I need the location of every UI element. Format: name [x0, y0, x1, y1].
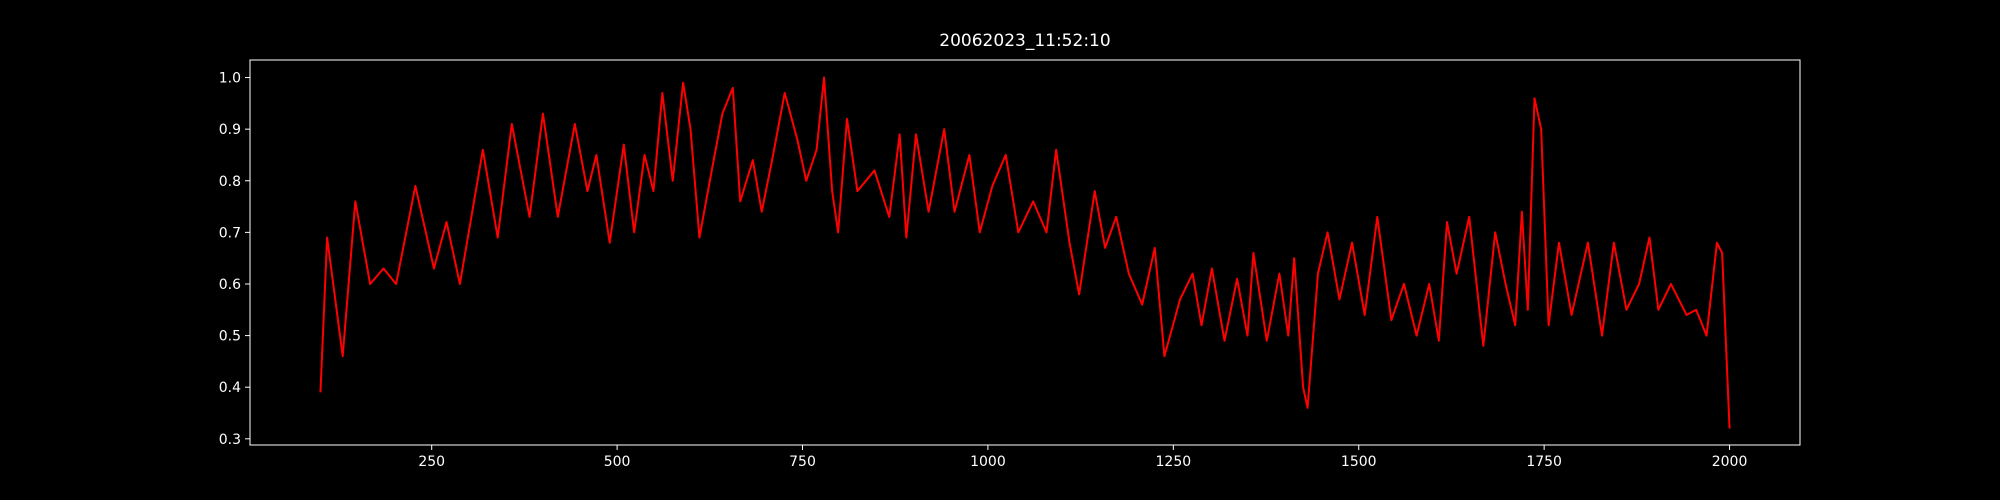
x-tick-label: 1000 [970, 454, 1006, 470]
y-tick-label: 0.6 [219, 277, 241, 293]
y-tick-label: 0.4 [219, 380, 241, 396]
y-tick-label: 0.7 [219, 225, 241, 241]
x-tick-label: 1500 [1341, 454, 1377, 470]
y-tick-label: 0.8 [219, 174, 241, 190]
x-tick-label: 250 [418, 454, 445, 470]
chart-title: 20062023_11:52:10 [939, 31, 1110, 51]
y-tick-label: 0.9 [219, 122, 241, 138]
y-tick-label: 1.0 [219, 71, 241, 87]
y-tick-label: 0.5 [219, 329, 241, 345]
x-tick-label: 500 [604, 454, 631, 470]
x-tick-label: 1250 [1156, 454, 1192, 470]
x-tick-label: 750 [789, 454, 816, 470]
line [319, 76, 1731, 429]
x-tick-label: 1750 [1526, 454, 1562, 470]
plot-frame [249, 59, 1801, 446]
y-tick-label: 0.3 [219, 432, 241, 448]
x-tick-label: 2000 [1712, 454, 1748, 470]
